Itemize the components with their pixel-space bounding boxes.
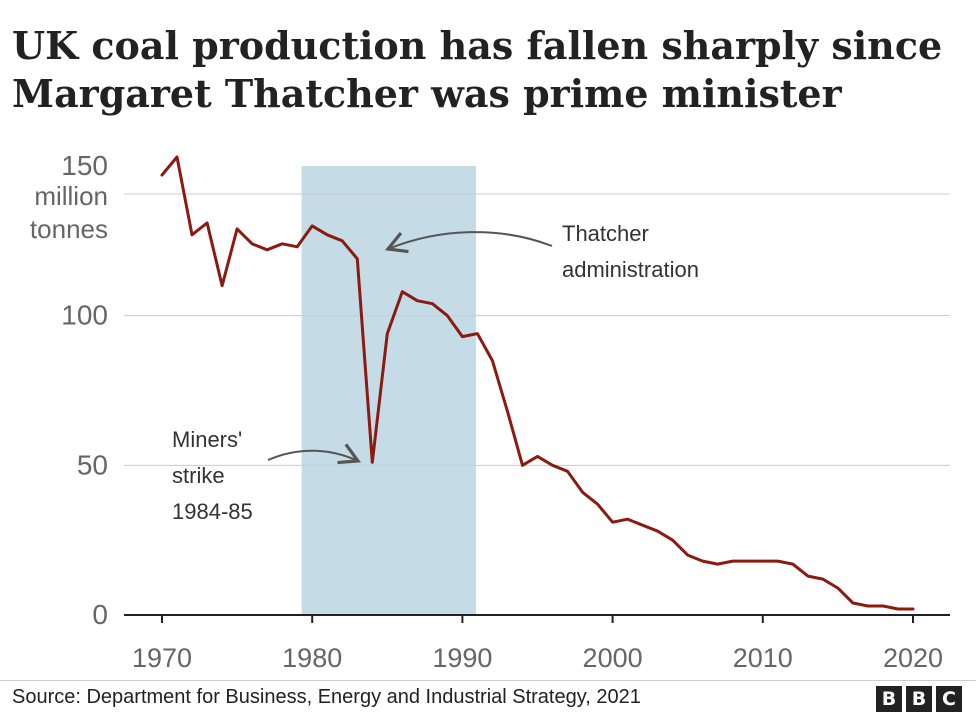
bbc-logo: B B C [876,686,962,712]
x-tick-label-2010: 2010 [733,643,793,673]
miners-strike-annotation: Miners' strike 1984-85 [172,422,253,530]
miners-annotation-line-2: strike [172,463,225,488]
x-tick-label-1980: 1980 [282,643,342,673]
y-unit-label-1: tonnes [30,214,108,244]
title-line-1: UK coal production has fallen sharply si… [12,23,943,68]
y-tick-label-100: 100 [61,300,108,331]
y-tick-label-50: 50 [77,449,108,480]
thatcher-annotation-line-2: administration [562,257,699,282]
thatcher-annotation: Thatcher administration [562,216,699,288]
miners-strike-arrow [267,443,361,465]
y-tick-label-150: 150 [61,150,108,181]
footer-divider [0,680,976,681]
title-line-2: Margaret Thatcher was prime minister [12,71,842,116]
miners-annotation-line-1: Miners' [172,427,243,452]
y-unit-label-0: million [34,181,108,211]
y-tick-label-0: 0 [92,599,108,630]
miners-annotation-line-3: 1984-85 [172,499,253,524]
x-tick-label-1990: 1990 [432,643,492,673]
coal-production-line [160,155,915,611]
thatcher-annotation-line-1: Thatcher [562,221,649,246]
logo-letter-b2: B [906,686,932,712]
x-tick-label-2000: 2000 [583,643,643,673]
logo-letter-c: C [936,686,962,712]
logo-letter-b1: B [876,686,902,712]
thatcher-arrow [384,231,553,254]
chart-title: UK coal production has fallen sharply si… [12,22,962,118]
source-note: Source: Department for Business, Energy … [12,686,641,708]
x-tick-label-2020: 2020 [883,643,943,673]
x-tick-label-1970: 1970 [132,643,192,673]
